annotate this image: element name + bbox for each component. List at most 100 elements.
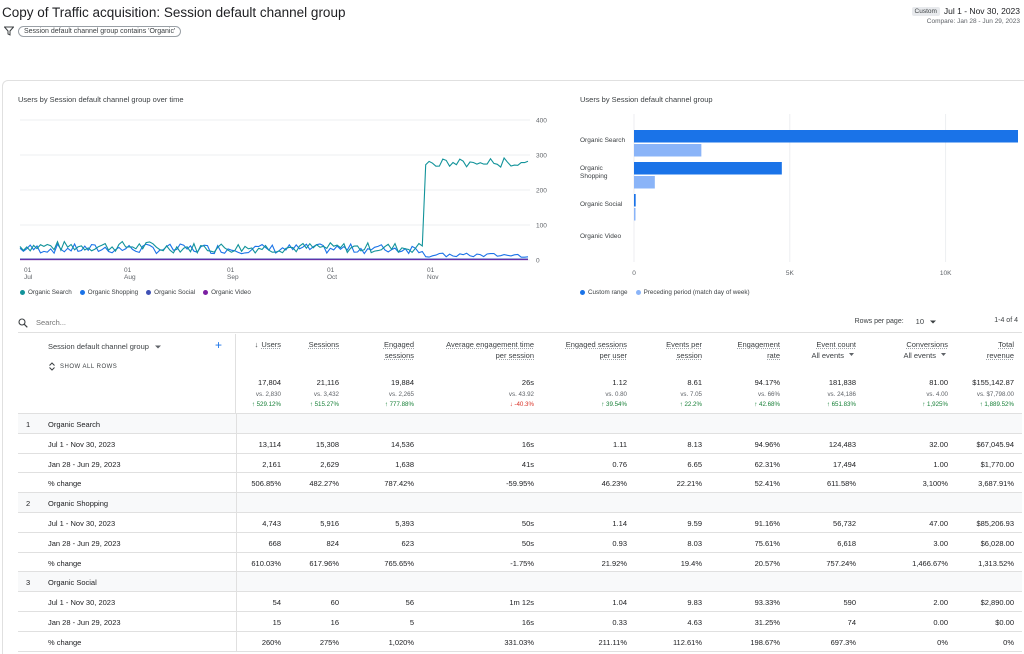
table-cell: 31.25%	[754, 617, 780, 627]
metric-column-header[interactable]: Events per session 8.61 vs. 7.05 ↑ 22.2%	[632, 334, 702, 414]
table-row[interactable]: Jan 28 - Jun 29, 2023 668 824 623 50s 0.93 8.0…	[18, 532, 1022, 553]
metric-column-header[interactable]: Engaged sessions per user 1.12 vs. 0.80 ↑ 39…	[537, 334, 627, 414]
table-cell: 0.93	[612, 538, 627, 548]
table-cell: 20.57%	[754, 558, 780, 568]
table-cell: 617.96%	[309, 558, 339, 568]
table-cell: 482.27%	[309, 479, 339, 489]
table-row[interactable]: Jan 28 - Jun 29, 2023 2,161 2,629 1,638 41s 0…	[18, 453, 1022, 474]
legend-label: Preceding period (match day of week)	[643, 289, 750, 296]
table-cell: 8.13	[687, 439, 702, 449]
table-row[interactable]: Jul 1 - Nov 30, 2023 4,743 5,916 5,393 50s 1.…	[18, 512, 1022, 533]
legend-item[interactable]: Organic Video	[203, 289, 251, 296]
metric-column-header[interactable]: ↓ Users 17,804 vs. 2,830 ↑ 529.12%	[221, 334, 281, 414]
dimension-selector[interactable]: Session default channel group	[48, 342, 163, 351]
metric-header-label: session	[676, 350, 702, 360]
search-input[interactable]	[36, 318, 336, 327]
table-cell: 610.03%	[251, 558, 281, 568]
metric-column-header[interactable]: Conversions All events 81.00 vs. 4.00 ↑ 1,92…	[862, 334, 948, 414]
rows-per-page-value: 10	[915, 317, 924, 326]
show-all-rows-button[interactable]: SHOW ALL ROWS	[48, 362, 117, 371]
x-tick-month: Jul	[24, 274, 33, 281]
legend-item[interactable]: Preceding period (match day of week)	[635, 289, 750, 296]
metric-column-header[interactable]: Engaged sessions 19,884 vs. 2,265 ↑ 777.88%	[344, 334, 414, 414]
table-cell: 1,466.67%	[912, 558, 948, 568]
metric-column-header[interactable]: Sessions 21,116 vs. 3,432 ↑ 515.27%	[284, 334, 339, 414]
filter-icon[interactable]	[4, 26, 14, 36]
legend-item[interactable]: Organic Social	[146, 289, 195, 296]
legend-item[interactable]: Custom range	[580, 289, 628, 296]
table-row[interactable]: % change 260% 275% 1,020% 331.03% 211.11% 112.…	[18, 631, 1022, 652]
table-cell: 668	[268, 538, 281, 548]
legend-dot	[146, 290, 152, 295]
metric-column-header[interactable]: Event count All events 181,838 vs. 24,186 ↑ …	[784, 334, 856, 414]
metric-change: ↑ 1,925%	[922, 401, 948, 408]
metric-filter-select[interactable]: All events	[862, 351, 948, 360]
metric-change: ↑ 39.54%	[601, 401, 627, 408]
legend-item[interactable]: Organic Search	[20, 289, 72, 296]
table-cell: 787.42%	[384, 479, 414, 489]
table-cell: 50s	[521, 538, 534, 548]
table-cell: 93.33%	[754, 598, 780, 608]
row-label: Jul 1 - Nov 30, 2023	[48, 598, 116, 608]
table-row[interactable]: Jul 1 - Nov 30, 2023 13,114 15,308 14,536 16…	[18, 433, 1022, 454]
metric-compare-total: vs. 43.92	[508, 391, 534, 398]
table-cell: 22.21%	[676, 479, 702, 489]
bar[interactable]	[634, 208, 636, 221]
filter-bar: Session default channel group contains '…	[4, 24, 182, 38]
rows-per-page-select[interactable]: 10	[916, 317, 938, 326]
table-row[interactable]: Jan 28 - Jun 29, 2023 15 16 5 16s 0.33 4.63 31.…	[18, 611, 1022, 632]
group-row[interactable]: 2 Organic Shopping	[18, 493, 1022, 513]
bar[interactable]	[634, 176, 655, 189]
table-cell: 74	[847, 617, 856, 627]
chevron-down-icon	[930, 320, 936, 323]
filter-chip[interactable]: Session default channel group contains '…	[18, 25, 182, 37]
table-cell: $6,028.00	[980, 538, 1014, 548]
metric-total: 8.61	[687, 378, 702, 387]
metric-column-header[interactable]: Engagement rate 94.17% vs. 66% ↑ 42.68%	[708, 334, 780, 414]
group-row[interactable]: 3 Organic Social	[18, 572, 1022, 593]
table-cell: 4,743	[262, 518, 281, 528]
legend-label: Organic Social	[154, 289, 196, 296]
metric-total: 19,884	[391, 378, 414, 387]
table-cell: 13,114	[258, 439, 281, 449]
legend-dot	[20, 290, 25, 295]
table-cell: 275%	[319, 637, 339, 647]
add-dimension-icon[interactable]: +	[215, 338, 223, 352]
metric-change: ↑ 22.2%	[679, 401, 702, 408]
bar[interactable]	[634, 144, 702, 157]
metric-change: ↑ 651.83%	[826, 401, 856, 408]
metric-filter-select[interactable]: All events	[784, 351, 856, 360]
y-tick-label: 400	[536, 118, 547, 125]
table-cell: 16s	[521, 439, 534, 449]
group-row[interactable]: 1 Organic Search	[18, 414, 1022, 434]
metric-change: ↓ -40.3%	[509, 401, 534, 408]
table-cell: 506.85%	[251, 479, 281, 489]
row-label: Jan 28 - Jun 29, 2023	[48, 617, 121, 627]
metric-total: $155,142.87	[972, 378, 1014, 387]
row-label: Jan 28 - Jun 29, 2023	[48, 459, 121, 469]
line-chart-title: Users by Session default channel group o…	[18, 95, 184, 104]
row-label: Jul 1 - Nov 30, 2023	[48, 518, 116, 528]
metric-column-header[interactable]: Average engagement time per session 26s vs.…	[418, 334, 534, 414]
bar-chart-legend: Custom range Preceding period (match day …	[580, 289, 758, 296]
bar[interactable]	[634, 194, 636, 207]
table-cell: 5,916	[320, 518, 339, 528]
table-cell: 21.92%	[601, 558, 627, 568]
table-cell: 623	[401, 538, 414, 548]
table-row[interactable]: % change 506.85% 482.27% 787.42% -59.95% 46.2…	[18, 473, 1022, 494]
table-row[interactable]: % change 610.03% 617.96% 765.65% -1.75% 21.92…	[18, 552, 1022, 573]
legend-dot	[635, 290, 641, 295]
metric-column-header[interactable]: Total revenue $155,142.87 vs. $7,798.00 ↑ 1,…	[948, 334, 1014, 414]
table-cell: 6,618	[837, 538, 856, 548]
x-tick-day: 01	[124, 267, 132, 274]
row-label: Jul 1 - Nov 30, 2023	[48, 439, 116, 449]
date-range[interactable]: Jul 1 - Nov 30, 2023	[943, 6, 1020, 16]
bar-chart-title: Users by Session default channel group	[580, 95, 713, 104]
bar[interactable]	[634, 130, 1018, 143]
bar[interactable]	[634, 162, 782, 175]
table-row[interactable]: Jul 1 - Nov 30, 2023 54 60 56 1m 12s 1.04 9.83…	[18, 592, 1022, 612]
legend-item[interactable]: Organic Shopping	[79, 289, 138, 296]
date-range-picker[interactable]: Custom Jul 1 - Nov 30, 2023 Compare: Jan…	[911, 6, 1020, 25]
table-cell: 14,536	[391, 439, 414, 449]
row-index: 3	[26, 578, 31, 588]
